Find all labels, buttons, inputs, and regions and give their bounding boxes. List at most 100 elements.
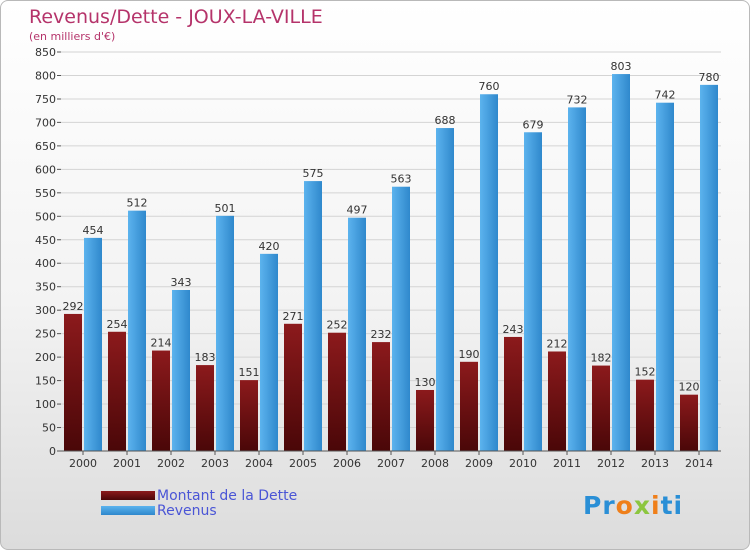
x-tick-label: 2001 (113, 457, 141, 470)
y-tick-label: 500 (35, 210, 56, 223)
gridlines (61, 51, 721, 452)
bar-revenus (304, 181, 322, 451)
legend-item-revenus: Revenus (101, 502, 297, 519)
bar-dette (372, 342, 390, 451)
y-tick-label: 400 (35, 257, 56, 270)
data-label-dette: 190 (459, 348, 480, 361)
legend: Montant de la Dette Revenus (101, 487, 298, 519)
bar-revenus (172, 289, 190, 451)
bar-dette (240, 380, 258, 451)
bar-revenus (348, 217, 366, 451)
bars: 292 454 254 512 214 343 183 501 151 420 271 575 252 4… (63, 60, 720, 452)
legend-item-dette: Montant de la Dette (101, 487, 298, 504)
bar-dette (592, 365, 610, 451)
data-label-dette: 152 (635, 366, 656, 379)
data-label-dette: 151 (239, 366, 260, 379)
y-tick-label: 550 (35, 187, 56, 200)
x-tick-label: 2014 (685, 457, 713, 470)
x-tick-label: 2006 (333, 457, 361, 470)
bar-revenus (84, 237, 102, 451)
bar-dette (328, 332, 346, 451)
bar-dette (152, 350, 170, 451)
bar-dette (64, 313, 82, 451)
data-label-dette: 120 (679, 381, 700, 394)
bar-revenus (128, 210, 146, 451)
data-label-revenus: 679 (523, 118, 544, 131)
bar-revenus (656, 102, 674, 451)
y-tick-label: 650 (35, 140, 56, 153)
data-label-dette: 252 (327, 319, 348, 332)
y-tick-label: 50 (42, 422, 56, 435)
data-label-revenus: 780 (699, 71, 720, 84)
x-tick-label: 2000 (69, 457, 97, 470)
y-tick-label: 700 (35, 116, 56, 129)
data-label-dette: 130 (415, 376, 436, 389)
legend-swatch-dette (101, 491, 155, 500)
y-tick-label: 200 (35, 351, 56, 364)
data-label-revenus: 760 (479, 80, 500, 93)
bar-revenus (216, 215, 234, 451)
bar-dette (504, 336, 522, 451)
y-tick-label: 150 (35, 375, 56, 388)
x-tick-label: 2011 (553, 457, 581, 470)
data-label-dette: 271 (283, 310, 304, 323)
bar-dette (284, 323, 302, 451)
data-label-revenus: 343 (171, 276, 192, 289)
x-tick-label: 2004 (245, 457, 273, 470)
y-tick-label: 100 (35, 398, 56, 411)
chart-title: Revenus/Dette - JOUX-LA-VILLE (29, 6, 323, 28)
bar-revenus (612, 74, 630, 452)
bar-revenus (568, 107, 586, 451)
data-label-revenus: 575 (303, 167, 324, 180)
bar-dette (460, 361, 478, 451)
data-label-dette: 292 (63, 300, 84, 313)
data-label-revenus: 420 (259, 240, 280, 253)
data-label-revenus: 497 (347, 204, 368, 217)
x-tick-label: 2007 (377, 457, 405, 470)
x-tick-label: 2009 (465, 457, 493, 470)
bar-dette (636, 379, 654, 451)
x-tick-label: 2008 (421, 457, 449, 470)
data-label-revenus: 688 (435, 114, 456, 127)
y-tick-label: 300 (35, 304, 56, 317)
y-tick-label: 600 (35, 163, 56, 176)
x-tick-label: 2003 (201, 457, 229, 470)
x-tick-label: 2010 (509, 457, 537, 470)
bar-revenus (700, 84, 718, 451)
bar-dette (108, 331, 126, 451)
y-tick-label: 750 (35, 93, 56, 106)
data-label-revenus: 742 (655, 89, 676, 102)
bar-dette (416, 389, 434, 451)
y-tick-label: 450 (35, 234, 56, 247)
bar-revenus (436, 128, 454, 451)
x-tick-label: 2013 (641, 457, 669, 470)
bar-dette (196, 365, 214, 451)
bar-revenus (392, 186, 410, 451)
data-label-dette: 254 (107, 318, 128, 331)
data-label-dette: 183 (195, 351, 216, 364)
data-label-dette: 182 (591, 352, 612, 365)
data-label-revenus: 732 (567, 93, 588, 106)
data-label-dette: 232 (371, 328, 392, 341)
data-label-revenus: 803 (611, 60, 632, 73)
y-tick-label: 800 (35, 69, 56, 82)
legend-label-dette: Montant de la Dette (157, 487, 298, 504)
x-axis-labels: 2000 2001 2002 2003 2004 2005 2006 2007 2008 2009… (69, 451, 713, 470)
data-label-revenus: 501 (215, 202, 236, 215)
y-tick-label: 850 (35, 46, 56, 59)
data-label-revenus: 512 (127, 197, 148, 210)
data-label-dette: 214 (151, 337, 172, 350)
legend-swatch-revenus (101, 506, 155, 515)
chart-subtitle: (en milliers d'€) (29, 30, 116, 43)
x-tick-label: 2012 (597, 457, 625, 470)
y-tick-label: 350 (35, 281, 56, 294)
data-label-dette: 212 (547, 337, 568, 350)
bar-dette (680, 394, 698, 451)
data-label-revenus: 563 (391, 173, 412, 186)
data-label-revenus: 454 (83, 224, 104, 237)
x-tick-label: 2002 (157, 457, 185, 470)
bar-revenus (260, 253, 278, 451)
data-label-dette: 243 (503, 323, 524, 336)
legend-label-revenus: Revenus (157, 502, 217, 519)
